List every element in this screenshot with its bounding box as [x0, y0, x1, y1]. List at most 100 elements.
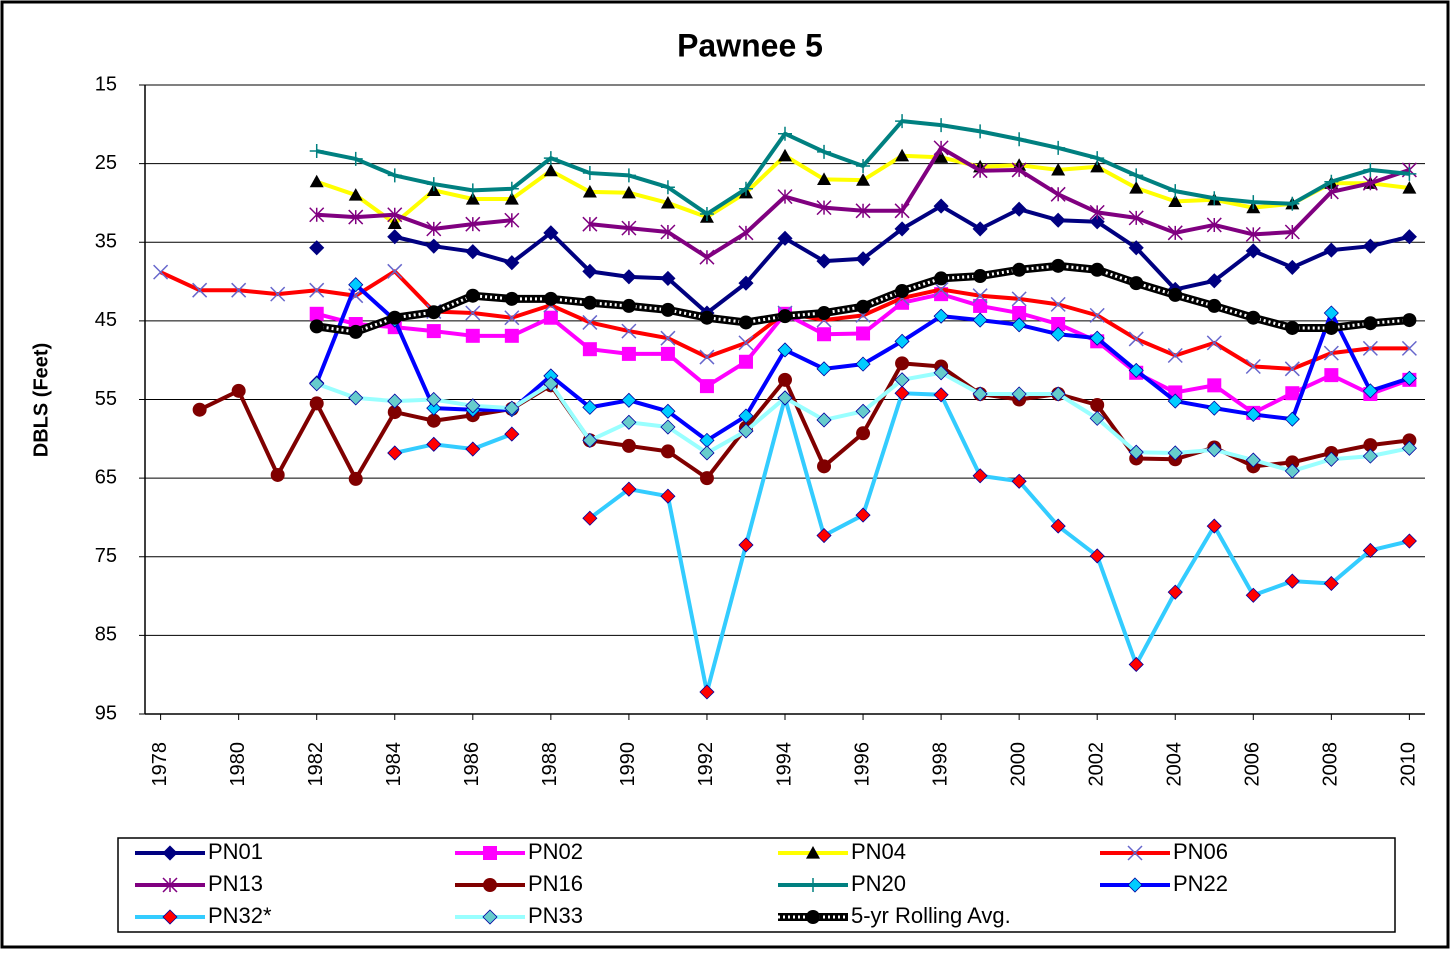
legend-label: 5-yr Rolling Avg.	[851, 903, 1011, 928]
line	[394, 391, 1410, 694]
marker	[933, 387, 949, 403]
marker	[231, 282, 247, 298]
y-axis-title: DBLS (Feet)	[30, 343, 52, 457]
marker	[855, 403, 871, 419]
marker	[1050, 186, 1066, 202]
x-tick-label: 1986	[461, 742, 483, 787]
marker	[699, 249, 715, 265]
x-tick-label: 2002	[1085, 742, 1107, 787]
marker	[778, 126, 792, 141]
marker	[1362, 175, 1378, 191]
marker	[895, 356, 910, 371]
legend-label: PN04	[851, 839, 906, 864]
x-tick-label: 2004	[1164, 742, 1186, 787]
marker	[1127, 845, 1143, 861]
x-tick-label: 1978	[149, 742, 171, 787]
marker	[1011, 473, 1027, 489]
marker	[348, 188, 363, 201]
marker	[1323, 575, 1339, 592]
marker	[1245, 452, 1261, 468]
marker	[738, 335, 754, 351]
marker	[895, 148, 910, 162]
marker	[972, 163, 988, 179]
marker	[348, 209, 364, 225]
marker	[483, 846, 497, 860]
marker	[699, 310, 714, 325]
marker	[895, 283, 910, 298]
x-tick-label: 2008	[1320, 742, 1342, 787]
marker	[426, 324, 441, 339]
marker	[1207, 191, 1222, 206]
marker	[738, 275, 754, 291]
marker	[1012, 306, 1027, 321]
marker	[504, 310, 520, 326]
legend-label: PN02	[528, 839, 583, 864]
marker	[621, 392, 637, 408]
marker	[1401, 340, 1417, 356]
marker	[1284, 259, 1300, 275]
marker	[621, 168, 636, 183]
marker	[309, 174, 324, 188]
marker	[309, 240, 325, 256]
marker	[309, 282, 325, 298]
marker	[621, 346, 636, 361]
marker	[621, 269, 637, 285]
marker	[426, 413, 441, 428]
marker	[1324, 174, 1339, 189]
marker	[504, 426, 520, 442]
marker	[162, 845, 178, 861]
marker	[543, 163, 558, 177]
marker	[621, 185, 636, 199]
legend-label: PN22	[1173, 871, 1228, 896]
marker	[806, 846, 820, 859]
marker	[153, 264, 169, 280]
marker	[1167, 347, 1183, 364]
marker	[778, 148, 792, 162]
marker	[817, 306, 832, 321]
marker	[660, 195, 675, 209]
marker	[387, 216, 402, 229]
marker	[1090, 262, 1105, 277]
marker	[972, 386, 988, 402]
marker	[426, 238, 442, 254]
marker	[1128, 331, 1144, 347]
marker	[482, 909, 498, 925]
marker	[933, 308, 949, 324]
marker	[1051, 140, 1066, 155]
marker	[582, 295, 597, 310]
marker	[387, 393, 403, 409]
marker	[1402, 433, 1417, 448]
x-tick-label: 1990	[617, 742, 639, 787]
marker	[504, 181, 519, 196]
marker	[543, 291, 558, 306]
y-tick-label: 25	[95, 152, 117, 174]
marker	[465, 441, 481, 457]
marker	[621, 220, 637, 236]
x-tick-label: 2006	[1242, 742, 1264, 787]
marker	[1245, 406, 1261, 423]
marker	[1051, 317, 1066, 332]
marker	[387, 405, 402, 420]
marker	[1362, 383, 1378, 399]
marker	[348, 324, 363, 339]
marker	[1012, 262, 1027, 277]
marker	[504, 255, 520, 271]
marker	[855, 356, 871, 372]
marker	[543, 310, 558, 325]
legend-label: PN32*	[208, 903, 272, 928]
marker	[1324, 368, 1339, 383]
marker	[660, 302, 675, 317]
marker	[504, 192, 519, 205]
marker	[162, 877, 178, 893]
marker	[621, 438, 636, 453]
marker	[856, 173, 871, 186]
marker	[856, 299, 871, 314]
marker	[465, 192, 480, 205]
marker	[426, 305, 441, 320]
marker	[1285, 386, 1300, 401]
marker	[426, 177, 441, 192]
marker	[1128, 210, 1144, 226]
marker	[621, 323, 637, 339]
legend-label: PN33	[528, 903, 583, 928]
marker	[1128, 362, 1144, 378]
